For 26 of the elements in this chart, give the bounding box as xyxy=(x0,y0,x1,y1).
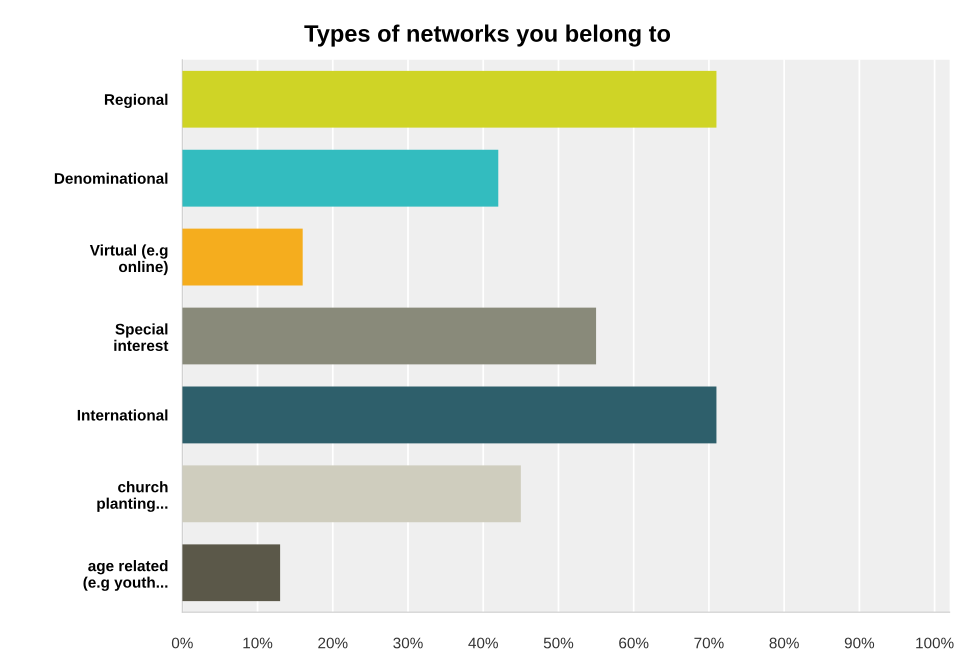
x-tick-label: 50% xyxy=(544,638,574,648)
bar xyxy=(182,386,716,444)
x-tick-label: 60% xyxy=(619,638,648,648)
x-tick-label: 20% xyxy=(318,638,348,648)
y-tick-label: Regional xyxy=(104,94,168,108)
y-tick-label: age related (e.g youth... xyxy=(83,560,168,591)
bar xyxy=(182,544,280,602)
y-tick-label: Denominational xyxy=(54,172,168,184)
y-tick-label: Virtual (e.g online) xyxy=(90,244,168,276)
bar xyxy=(182,150,498,207)
y-tick-label: International xyxy=(78,409,168,421)
chart-title: Types of networks you belong to xyxy=(304,24,670,47)
bar xyxy=(182,70,716,128)
x-tick-label: 40% xyxy=(468,638,498,648)
bar xyxy=(182,308,596,364)
bar xyxy=(182,465,521,522)
x-tick-label: 70% xyxy=(694,638,724,648)
x-tick-label: 100% xyxy=(916,638,954,648)
x-tick-label: 0% xyxy=(172,638,193,648)
x-tick-label: 10% xyxy=(243,638,272,648)
bar xyxy=(182,228,303,286)
y-tick-label: Special interest xyxy=(114,323,168,352)
x-tick-label: 90% xyxy=(844,638,874,648)
y-tick-label: church planting... xyxy=(97,481,168,512)
x-tick-label: 80% xyxy=(770,638,799,648)
x-tick-label: 30% xyxy=(393,638,423,648)
